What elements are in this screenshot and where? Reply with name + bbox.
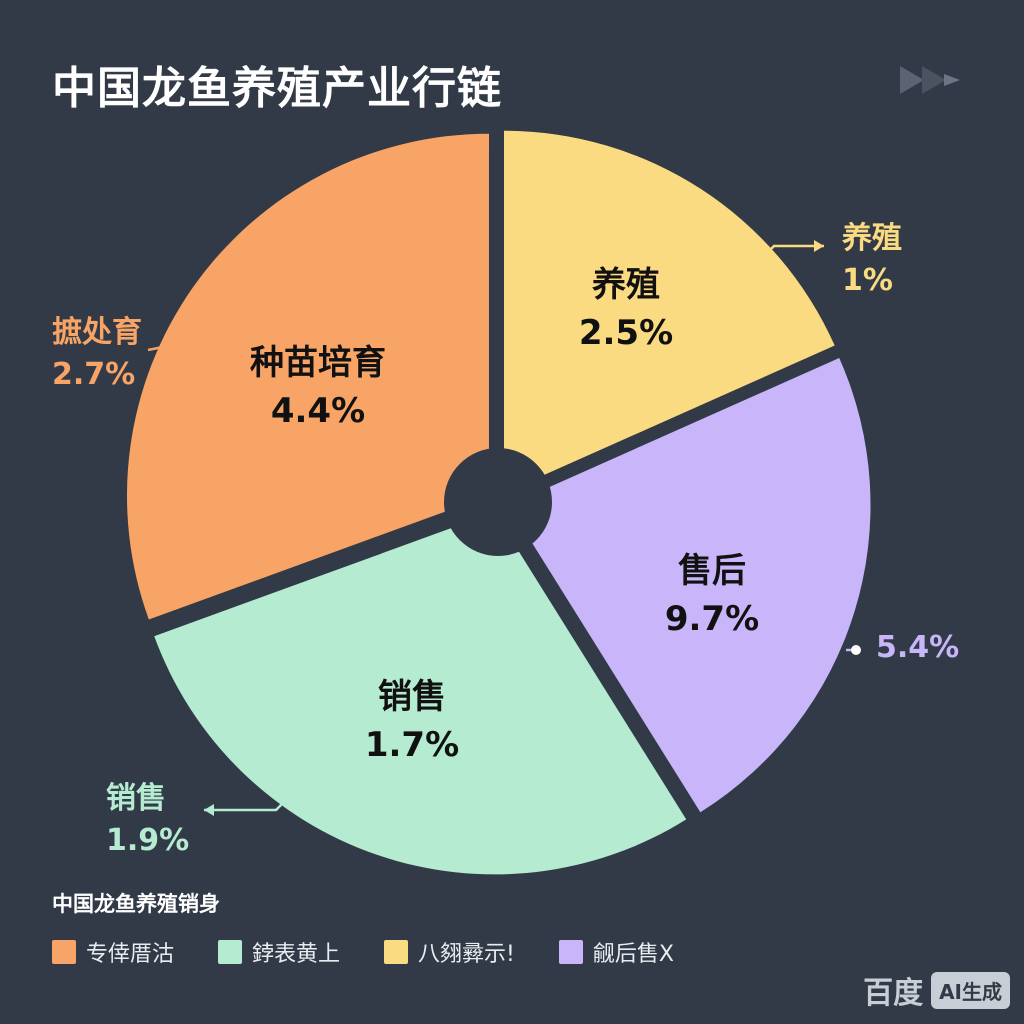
legend-label: 八翗彛示! <box>418 942 515 967</box>
legend-label: 觎后售X <box>592 942 674 967</box>
legend-title: 中国龙鱼养殖销身 <box>52 892 220 916</box>
chart-title: 中国龙鱼养殖产业行链 <box>52 63 502 114</box>
legend-swatch <box>384 940 409 964</box>
connector-line-yangzhi <box>751 244 824 269</box>
legend-item: 八翗彛示! <box>384 936 515 968</box>
watermark-text: 百度 <box>863 976 924 1011</box>
legend-swatch <box>52 940 76 964</box>
slice-yangzhi <box>503 130 835 493</box>
logo-icon <box>900 66 960 94</box>
connector-line-zhongmiao <box>147 342 179 352</box>
slice-label-zhongmiao: 种苗培育 <box>250 343 386 383</box>
outer-label-name-xiaoshou: 销售 <box>106 781 166 816</box>
arrow-icon <box>814 240 824 252</box>
slice-value-zhongmiao: 4.4% <box>271 391 365 431</box>
pie-chart: 养殖 2.5% 售后 9.7% 销售 1.7% 种苗培育 4.4% 养殖 1% 5.4% 销售 1.9%… <box>52 130 959 875</box>
legend-label: 专倖厝沽 <box>86 942 175 967</box>
slice-label-shouhou: 售后 <box>678 551 746 591</box>
outer-label-value-xiaoshou: 1.9% <box>106 823 189 858</box>
connector-line-xiaoshou <box>204 785 301 812</box>
arrow-icon <box>204 804 214 816</box>
watermark-badge: AI生成 <box>931 971 1010 1009</box>
outer-label-value-shouhou: 5.4% <box>876 630 959 665</box>
slice-value-xiaoshou: 1.7% <box>365 725 459 765</box>
outer-label-value-yangzhi: 1% <box>842 263 893 298</box>
slice-value-shouhou: 9.7% <box>665 599 759 639</box>
dot-icon <box>851 645 861 655</box>
center-hole <box>444 448 552 556</box>
slice-value-yangzhi: 2.5% <box>579 313 673 353</box>
legend-swatch <box>558 940 583 964</box>
slice-shouhou <box>508 357 871 813</box>
legend: 中国龙鱼养殖销身 专倖厝沽 鋍表黄上 八翗彛示! 觎后售X <box>52 888 674 968</box>
slice-label-yangzhi: 养殖 <box>592 265 660 305</box>
watermark: 百度 AI生成 <box>863 968 1010 1012</box>
legend-item: 鋍表黄上 <box>218 936 340 968</box>
outer-label-name-zhongmiao: 摭处育 <box>52 315 142 350</box>
legend-item: 觎后售X <box>558 936 674 968</box>
legend-label: 鋍表黄上 <box>252 942 341 967</box>
outer-label-value-zhongmiao: 2.7% <box>52 357 135 392</box>
slice-xiaoshou <box>154 512 687 875</box>
legend-items: 专倖厝沽 鋍表黄上 八翗彛示! 觎后售X <box>52 936 674 968</box>
legend-item: 专倖厝沽 <box>52 936 174 968</box>
legend-swatch <box>218 940 243 964</box>
outer-label-name-yangzhi: 养殖 <box>842 221 902 256</box>
slice-zhongmiao <box>126 133 489 620</box>
slice-label-xiaoshou: 销售 <box>378 677 446 717</box>
